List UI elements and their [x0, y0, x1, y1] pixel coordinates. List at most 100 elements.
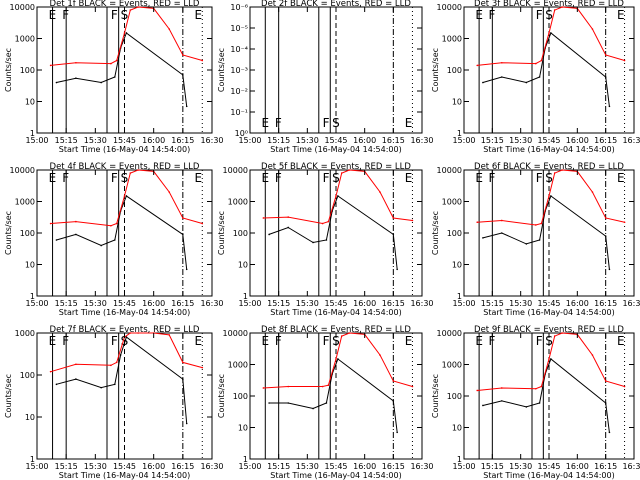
data-point: [604, 235, 607, 237]
y-tick-label: 1000: [442, 35, 462, 44]
x-tick-label: 15:45: [113, 462, 136, 471]
data-point: [113, 76, 116, 78]
data-point: [538, 239, 541, 241]
interval-marker-label: F: [275, 171, 282, 185]
data-point: [540, 59, 543, 62]
data-point: [482, 404, 484, 407]
y-tick-label: 10: [452, 98, 462, 107]
x-tick-label: 15:30: [84, 462, 107, 471]
x-tick-label: 15:30: [509, 299, 532, 308]
interval-marker-label: E: [405, 171, 413, 185]
y-axis-label: Counts/sec: [217, 374, 226, 418]
data-point: [534, 62, 537, 65]
series-line: [56, 336, 188, 424]
y-tick-label: 100: [447, 392, 462, 401]
data-point: [262, 387, 265, 389]
interval-marker-label: F: [323, 116, 330, 130]
data-point: [337, 195, 339, 197]
series-line: [269, 358, 398, 433]
interval-marker-label: S: [332, 334, 340, 348]
panel-title: Det 6f BLACK = Events, RED = LLD: [474, 162, 624, 172]
y-axis-label: Counts/sec: [4, 374, 13, 418]
x-tick-label: 15:30: [509, 136, 532, 145]
y-tick-label: 10000: [437, 329, 462, 338]
interval-marker-label: E: [49, 334, 57, 348]
data-point: [604, 402, 607, 404]
y-tick-label: 10⁻¹: [230, 108, 248, 117]
x-tick-label: 15:45: [324, 136, 347, 145]
y-tick-label: 1000: [15, 198, 35, 207]
data-point: [623, 221, 626, 224]
x-tick-label: 15:45: [537, 299, 560, 308]
data-point: [287, 226, 290, 229]
data-point: [129, 332, 132, 334]
data-point: [540, 385, 543, 388]
data-point: [482, 81, 484, 84]
x-tick-label: 15:15: [55, 462, 78, 471]
interval-marker-label: F: [536, 171, 543, 185]
x-tick-label: 16:30: [200, 462, 223, 471]
data-point: [55, 81, 58, 84]
interval-marker-label: F: [62, 171, 69, 185]
data-point: [411, 219, 414, 222]
x-tick-label: 15:30: [296, 299, 319, 308]
data-point: [287, 402, 290, 404]
y-tick-label: 10000: [223, 329, 248, 338]
x-tick-label: 16:15: [594, 462, 617, 471]
data-point: [500, 387, 503, 389]
interval-marker-label: S: [332, 116, 340, 130]
x-tick-label: 15:30: [509, 462, 532, 471]
y-tick-label: 100: [447, 66, 462, 75]
x-tick-label: 15:15: [55, 299, 78, 308]
y-axis-label: Counts/sec: [4, 211, 13, 255]
data-point: [55, 383, 58, 386]
interval-marker-label: F: [62, 8, 69, 22]
x-tick-label: 15:15: [481, 136, 504, 145]
y-axis-label: Counts/sec: [4, 48, 13, 92]
data-point: [500, 61, 503, 64]
x-tick-label: 16:00: [142, 136, 165, 145]
data-point: [500, 76, 503, 78]
x-tick-label: 16:00: [353, 299, 376, 308]
x-tick-label: 16:15: [171, 462, 194, 471]
x-tick-label: 15:45: [537, 136, 560, 145]
data-point: [392, 233, 395, 236]
panel-title: Det 1f BLACK = Events, RED = LLD: [50, 0, 200, 9]
data-point: [534, 387, 537, 390]
y-tick-label: 10: [452, 424, 462, 433]
y-tick-label: 100: [20, 371, 35, 380]
y-tick-label: 1000: [442, 198, 462, 207]
x-axis-label: Start Time (16-May-04 14:54:00): [270, 471, 401, 480]
interval-marker-label: F: [323, 334, 330, 348]
series-line: [482, 32, 610, 107]
y-tick-label: 10: [25, 413, 35, 422]
interval-marker-label: E: [261, 116, 269, 130]
x-tick-label: 16:00: [353, 136, 376, 145]
x-tick-label: 16:15: [594, 299, 617, 308]
data-point: [325, 239, 328, 241]
x-tick-label: 16:30: [410, 299, 433, 308]
y-tick-label: 1: [243, 455, 248, 464]
data-point: [49, 370, 52, 373]
y-tick-label: 10: [238, 424, 248, 433]
data-point: [553, 9, 556, 11]
y-tick-label: 1: [457, 292, 462, 301]
x-tick-label: 15:15: [267, 136, 290, 145]
y-tick-label: 10⁻⁵: [230, 24, 248, 33]
y-tick-label: 100: [20, 229, 35, 238]
y-axis-label: Counts/sec: [431, 48, 440, 92]
y-axis-label: Counts/sec: [431, 211, 440, 255]
data-point: [482, 237, 484, 239]
y-tick-label: 1: [30, 292, 35, 301]
data-point: [550, 32, 552, 34]
panel-title: Det 4f BLACK = Events, RED = LLD: [50, 162, 200, 172]
data-point: [561, 6, 564, 8]
interval-marker-label: E: [195, 334, 203, 348]
interval-marker-label: E: [617, 171, 625, 185]
interval-marker-label: E: [617, 8, 625, 22]
interval-marker-label: S: [545, 8, 553, 22]
data-point: [608, 105, 611, 108]
